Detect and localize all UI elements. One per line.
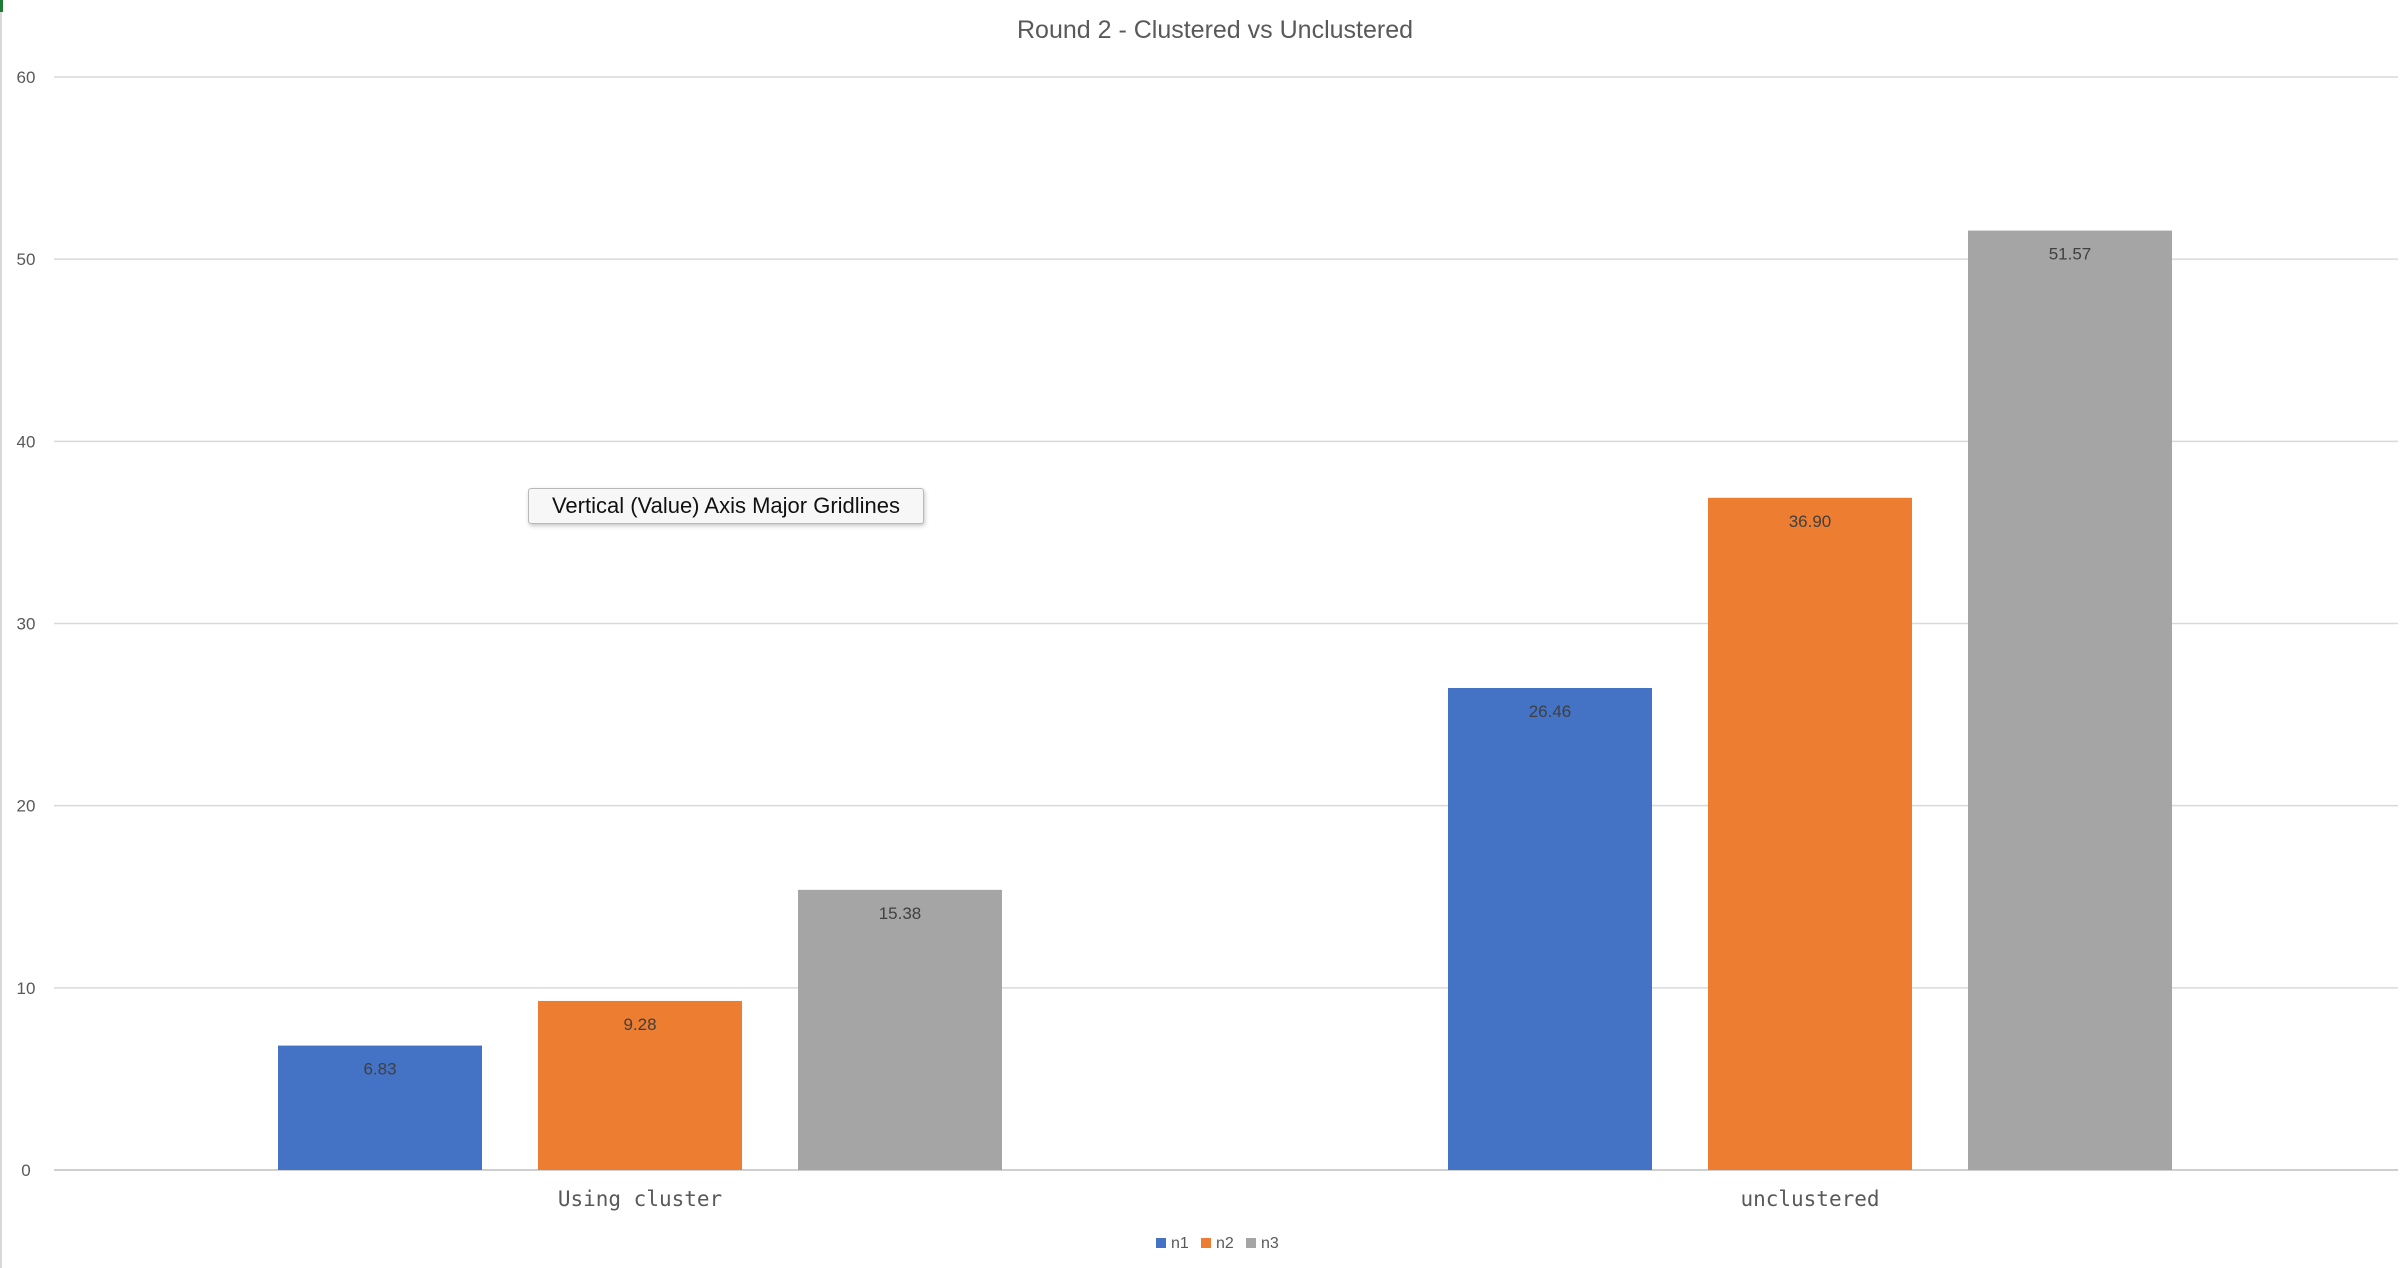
y-tick-label: 0 bbox=[21, 1161, 30, 1180]
legend-label: n1 bbox=[1171, 1235, 1189, 1252]
data-label: 6.83 bbox=[363, 1060, 396, 1079]
legend-swatch bbox=[1201, 1238, 1211, 1248]
y-tick-label: 30 bbox=[17, 615, 36, 634]
gridlines-tooltip: Vertical (Value) Axis Major Gridlines bbox=[528, 488, 924, 524]
chart-title[interactable]: Round 2 - Clustered vs Unclustered bbox=[1017, 16, 1413, 44]
bar-n1-1[interactable] bbox=[278, 1045, 482, 1170]
y-tick-label: 20 bbox=[17, 797, 36, 816]
x-tick-label: Using cluster bbox=[558, 1187, 722, 1211]
data-label: 15.38 bbox=[879, 904, 922, 923]
legend-swatch bbox=[1156, 1238, 1166, 1248]
y-tick-label: 40 bbox=[17, 432, 36, 451]
left-edge-divider bbox=[0, 0, 2, 1268]
legend-swatch bbox=[1246, 1238, 1256, 1248]
legend-label: n2 bbox=[1216, 1235, 1234, 1252]
bar-n2-1[interactable] bbox=[538, 1000, 742, 1170]
x-tick-label: unclustered bbox=[1740, 1187, 1879, 1211]
data-label: 26.46 bbox=[1529, 702, 1572, 721]
legend-entry-n3[interactable]: n3 bbox=[1246, 1235, 1279, 1252]
data-label: 36.90 bbox=[1789, 512, 1832, 531]
bar-n2-2[interactable] bbox=[1708, 497, 1912, 1170]
data-label: 9.28 bbox=[623, 1015, 656, 1034]
y-tick-label: 50 bbox=[17, 250, 36, 269]
y-tick-label: 10 bbox=[17, 979, 36, 998]
selection-marker bbox=[0, 0, 3, 12]
legend-label: n3 bbox=[1261, 1235, 1279, 1252]
bar-n1-2[interactable] bbox=[1448, 687, 1652, 1170]
bar-n3-2[interactable] bbox=[1968, 230, 2172, 1170]
data-label: 51.57 bbox=[2049, 245, 2092, 264]
y-tick-label: 60 bbox=[17, 68, 36, 87]
legend-entry-n1[interactable]: n1 bbox=[1156, 1235, 1189, 1252]
legend-entry-n2[interactable]: n2 bbox=[1201, 1235, 1234, 1252]
bar-n3-1[interactable] bbox=[798, 889, 1002, 1170]
